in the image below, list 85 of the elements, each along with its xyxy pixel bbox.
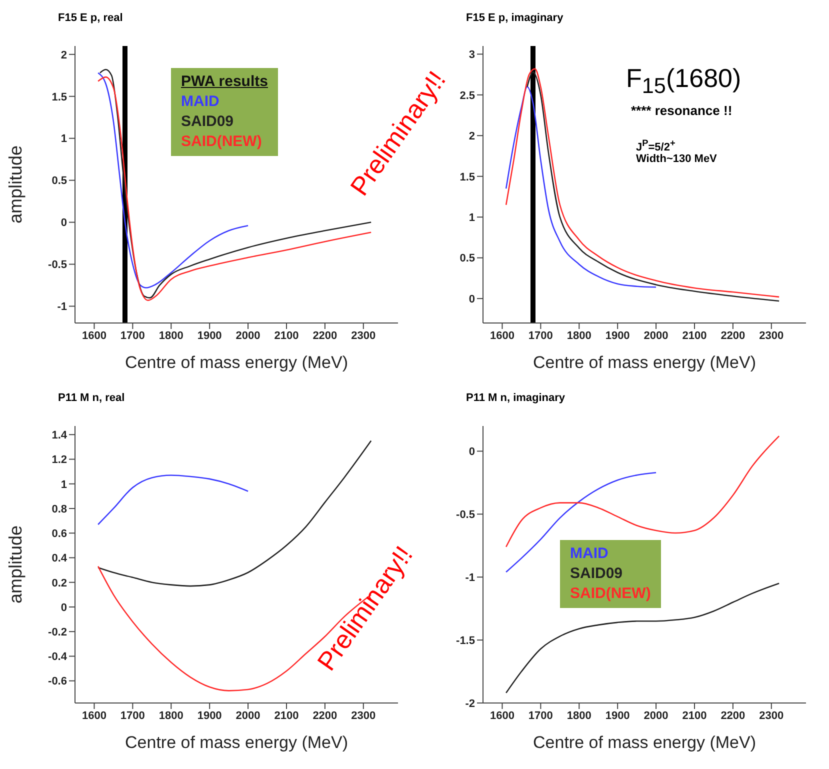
y-tick-label: 0.4 bbox=[52, 552, 68, 565]
y-tick-label: 0.6 bbox=[52, 528, 67, 540]
x-tick-label: 1600 bbox=[490, 710, 514, 722]
chart-title: P11 M n, real bbox=[58, 392, 125, 404]
x-tick-label: 2200 bbox=[312, 330, 338, 342]
y-tick-label: 1 bbox=[60, 133, 67, 146]
x-tick-label: 2200 bbox=[720, 710, 746, 722]
y-tick-label: 0.5 bbox=[460, 252, 475, 265]
x-tick-label: 1600 bbox=[82, 710, 106, 722]
y-tick-label: 0 bbox=[60, 217, 67, 230]
line-series bbox=[505, 435, 780, 548]
y-tick-label: 1.2 bbox=[52, 454, 67, 466]
x-tick-label: 2000 bbox=[644, 710, 668, 722]
x-tick-label: 2100 bbox=[682, 710, 707, 722]
y-tick-label: 3 bbox=[468, 49, 475, 62]
y-tick-label: 1 bbox=[468, 212, 475, 224]
x-tick-label: 1700 bbox=[120, 710, 145, 722]
y-tick-label: -2 bbox=[465, 698, 475, 710]
y-axis-title: amplitude bbox=[5, 145, 26, 224]
x-tick-label: 2000 bbox=[236, 330, 260, 342]
annotation: F$_{15}$(1680) bbox=[626, 63, 742, 100]
y-tick-label: -0.4 bbox=[48, 651, 68, 664]
y-tick-label: -0.5 bbox=[48, 259, 67, 272]
x-tick-label: 2300 bbox=[351, 330, 376, 342]
x-tick-label: 1600 bbox=[490, 330, 514, 342]
x-tick-label: 2000 bbox=[644, 330, 668, 342]
line-series bbox=[505, 582, 780, 694]
x-tick-label: 1700 bbox=[120, 330, 145, 342]
line-series bbox=[97, 474, 249, 526]
y-tick-label: 0 bbox=[60, 602, 67, 614]
x-tick-label: 1800 bbox=[566, 330, 592, 342]
y-tick-label: -0.6 bbox=[48, 676, 67, 688]
x-tick-label: 2100 bbox=[274, 710, 299, 722]
chart-title: P11 M n, imaginary bbox=[466, 392, 566, 404]
x-tick-label: 1800 bbox=[158, 330, 184, 342]
annotation: **** resonance !! bbox=[631, 103, 732, 118]
y-tick-label: -0.5 bbox=[456, 509, 475, 522]
x-tick-label: 2300 bbox=[759, 710, 784, 722]
x-tick-label: 2100 bbox=[682, 330, 707, 342]
x-tick-label: 1800 bbox=[158, 710, 184, 722]
y-tick-label: 2 bbox=[468, 130, 475, 143]
y-tick-label: 2.5 bbox=[460, 90, 475, 102]
x-tick-label: 1700 bbox=[528, 330, 553, 342]
x-axis-title: Centre of mass energy (MeV) bbox=[125, 733, 348, 752]
x-tick-label: 1900 bbox=[605, 710, 630, 722]
y-tick-label: -1 bbox=[57, 301, 67, 314]
x-axis-title: Centre of mass energy (MeV) bbox=[533, 353, 756, 372]
y-tick-label: 1.4 bbox=[52, 430, 68, 442]
annotation: J$^{P}$=5/2$^{+}$ bbox=[636, 138, 676, 154]
text: SAID(NEW) bbox=[570, 584, 651, 604]
x-tick-label: 1600 bbox=[82, 330, 106, 342]
x-axis-title: Centre of mass energy (MeV) bbox=[533, 733, 756, 752]
x-tick-label: 1800 bbox=[566, 710, 592, 722]
y-tick-label: -1 bbox=[465, 572, 475, 584]
chart-title: F15 E p, real bbox=[58, 12, 123, 24]
y-tick-label: 0 bbox=[468, 446, 475, 458]
y-tick-label: 0.5 bbox=[52, 175, 67, 188]
x-tick-label: 2200 bbox=[720, 330, 746, 342]
x-tick-label: 2100 bbox=[274, 330, 299, 342]
x-tick-label: 2300 bbox=[759, 330, 784, 342]
x-tick-label: 1700 bbox=[528, 710, 553, 722]
x-tick-label: 1900 bbox=[197, 330, 222, 342]
annotation: Width~130 MeV bbox=[636, 153, 717, 165]
y-axis-title: amplitude bbox=[5, 525, 26, 604]
legend-title: PWA results bbox=[181, 72, 268, 92]
x-tick-label: 2200 bbox=[312, 710, 338, 722]
x-tick-label: 1900 bbox=[197, 710, 222, 722]
text: SAID09 bbox=[570, 564, 624, 584]
legend: PWA results MAID SAID09 SAID(NEW) bbox=[171, 68, 278, 156]
x-tick-label: 2300 bbox=[351, 710, 376, 722]
y-tick-label: 1.5 bbox=[460, 171, 475, 184]
x-tick-label: 2000 bbox=[236, 710, 260, 722]
y-tick-label: 2 bbox=[60, 49, 67, 62]
y-tick-label: 0.2 bbox=[52, 577, 67, 590]
x-axis-title: Centre of mass energy (MeV) bbox=[125, 353, 348, 372]
legend: MAID SAID09 SAID(NEW) bbox=[560, 540, 661, 608]
y-tick-label: -1.5 bbox=[456, 634, 475, 647]
y-tick-label: 0 bbox=[468, 293, 475, 306]
chart-title: F15 E p, imaginary bbox=[466, 12, 564, 24]
series-label: MAID bbox=[570, 544, 610, 564]
y-tick-label: -0.2 bbox=[48, 626, 67, 638]
x-tick-label: 1900 bbox=[605, 330, 630, 342]
y-tick-label: 1 bbox=[60, 478, 67, 491]
y-tick-label: 0.8 bbox=[52, 503, 67, 516]
y-tick-label: 1.5 bbox=[52, 91, 67, 104]
